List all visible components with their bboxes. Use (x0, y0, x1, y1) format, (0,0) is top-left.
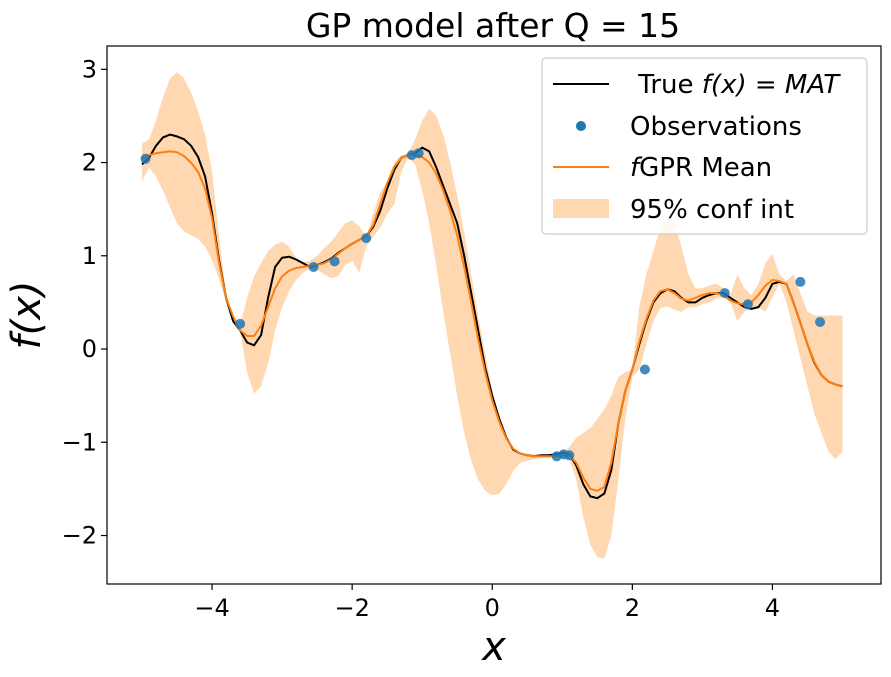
y-tick-label: 1 (82, 242, 97, 270)
legend-true-label: True f(x) = MAT (630, 70, 841, 100)
legend-true-plain: True (630, 70, 702, 100)
observation-point (639, 364, 650, 375)
observation-point (413, 148, 424, 159)
y-axis-label: f(x) (4, 281, 50, 350)
observation-point (815, 317, 826, 327)
legend-mean-label: fGPR Mean (630, 153, 772, 183)
legend-band-label: 95% conf int (630, 195, 794, 225)
chart-title: GP model after Q = 15 (306, 6, 680, 45)
y-tick-label: −2 (62, 522, 97, 550)
x-tick-label: 0 (485, 594, 500, 622)
axes: −4 −2 0 2 4 −2 −1 0 1 2 3 (62, 55, 780, 622)
observation-point (235, 318, 246, 329)
legend-box (541, 57, 868, 235)
legend-observations-marker (576, 121, 586, 131)
observation-point (795, 276, 806, 287)
x-axis-label: x (480, 624, 506, 670)
legend-observations-label: Observations (630, 112, 802, 142)
legend-true-math: f(x) = MAT (702, 70, 841, 100)
plot-frame (106, 45, 882, 585)
observation-point (361, 233, 372, 244)
legend: True f(x) = MAT Observations fGPR Mean 9… (541, 57, 868, 235)
y-tick-label: 2 (82, 149, 97, 177)
observation-point (719, 288, 730, 299)
y-tick-label: 0 (82, 335, 97, 363)
y-tick-label: −1 (62, 428, 97, 456)
x-tick-label: 4 (765, 594, 780, 622)
x-tick-label: −4 (194, 594, 229, 622)
legend-mean-plain: GPR Mean (639, 153, 772, 183)
x-tick-label: 2 (625, 594, 640, 622)
y-tick-label: 3 (82, 55, 97, 83)
observation-point (140, 153, 151, 164)
observation-point (308, 262, 319, 272)
plot-area (106, 45, 882, 585)
x-tick-label: −2 (334, 594, 369, 622)
legend-band-patch-swatch (553, 199, 609, 218)
observation-point (329, 256, 340, 267)
confidence-band (142, 72, 843, 559)
observation-point (742, 299, 753, 310)
observation-point (564, 450, 575, 461)
